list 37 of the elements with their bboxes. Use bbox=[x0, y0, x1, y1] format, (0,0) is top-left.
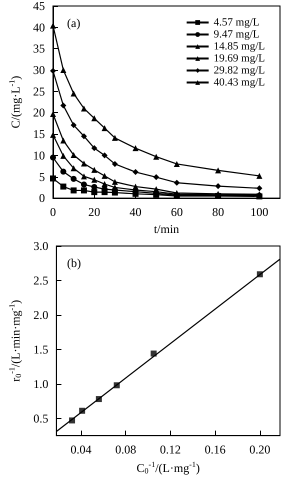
y-tick-label: 2.5 bbox=[33, 273, 48, 288]
x-tick-label: 20 bbox=[88, 205, 100, 220]
legend-label: 19.69 mg/L bbox=[214, 52, 266, 64]
y-tick-label: 35 bbox=[33, 42, 45, 56]
x-tick-label: 0.16 bbox=[204, 442, 226, 457]
y-tick-label: 1.0 bbox=[33, 376, 48, 391]
y-tick-label: 1.5 bbox=[33, 342, 48, 356]
x-tick-label: 0.08 bbox=[115, 442, 136, 457]
y-tick-label: 2.0 bbox=[33, 308, 48, 322]
y-tick-label: 0.5 bbox=[33, 411, 48, 426]
y-tick-label: 20 bbox=[33, 106, 45, 120]
y-tick-label: 3.0 bbox=[33, 239, 48, 253]
x-tick-label: 60 bbox=[170, 205, 183, 220]
y-tick-label: 40 bbox=[33, 20, 45, 34]
x-tick-label: 0.20 bbox=[249, 442, 270, 457]
y-tick-label: 0 bbox=[39, 191, 45, 206]
legend-label: 29.82 mg/L bbox=[214, 64, 266, 76]
text: (a) bbox=[67, 16, 80, 30]
y-tick-label: 25 bbox=[33, 84, 45, 98]
x-tick-label: 100 bbox=[250, 205, 268, 220]
y-axis-title: C/(mg·L-1) bbox=[8, 76, 22, 128]
y-tick-label: 30 bbox=[33, 63, 45, 78]
x-tick-label: 80 bbox=[212, 205, 224, 220]
y-tick-label: 45 bbox=[33, 0, 45, 13]
legend-label: 14.85 mg/L bbox=[214, 40, 266, 52]
x-axis-title: t/min bbox=[154, 222, 180, 236]
x-tick-label: 0.12 bbox=[160, 442, 181, 457]
x-tick-label: 40 bbox=[130, 205, 142, 220]
legend-label: 40.43 mg/L bbox=[214, 76, 266, 88]
y-tick-label: 10 bbox=[33, 148, 45, 162]
y-tick-label: 15 bbox=[33, 127, 45, 142]
y-tick-label: 5 bbox=[39, 170, 45, 184]
legend-label: 9.47 mg/L bbox=[214, 28, 260, 40]
legend-label: 4.57 mg/L bbox=[214, 16, 260, 28]
x-tick-label: 0.04 bbox=[70, 442, 92, 457]
y-axis-title: r0-1/(L·min·mg-1) bbox=[8, 300, 23, 382]
text: (b) bbox=[67, 256, 81, 270]
